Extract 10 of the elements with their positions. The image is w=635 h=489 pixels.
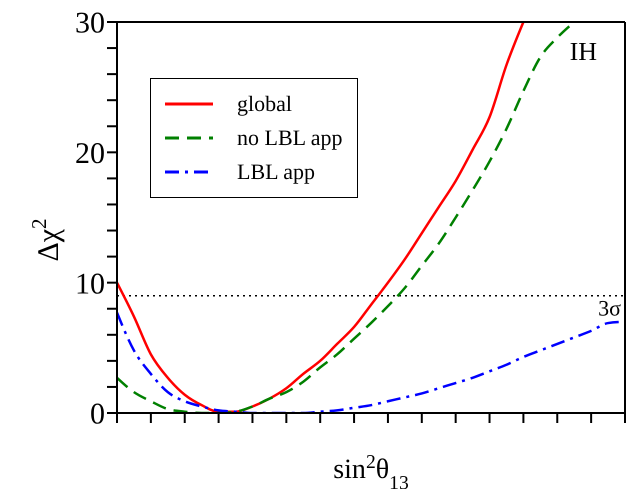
legend-label: no LBL app — [237, 125, 342, 151]
y-tick-label: 0 — [90, 398, 105, 431]
y-tick-label: 20 — [75, 136, 105, 170]
legend-label: global — [237, 91, 292, 117]
y-tick-label: 10 — [75, 267, 105, 300]
y-tick-label: 30 — [75, 6, 105, 40]
legend-label: LBL app — [237, 159, 315, 185]
ref-line-label: 3σ — [598, 295, 622, 320]
x-axis-title: sin$^{2}$θ$_{13}$ — [333, 452, 409, 489]
annotation: IH — [570, 37, 598, 66]
